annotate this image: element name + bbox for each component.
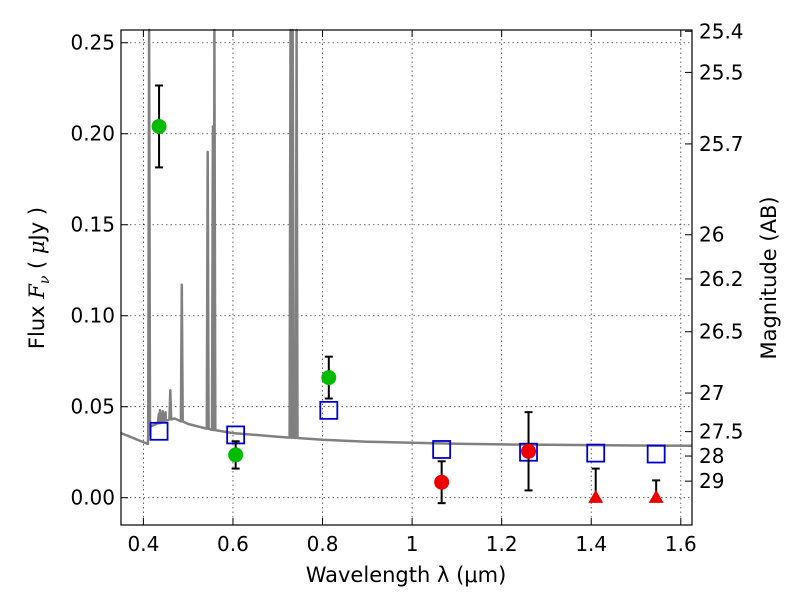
upper-limit-point xyxy=(648,489,664,503)
y-tick-label: 0.05 xyxy=(70,395,115,419)
data-point xyxy=(151,118,167,134)
right-tick-label: 25.7 xyxy=(699,132,744,156)
x-tick-label: 1.6 xyxy=(665,532,697,556)
x-axis-label: Wavelength λ (μm) xyxy=(306,563,507,587)
right-tick-label: 25.4 xyxy=(699,19,744,43)
x-tick-label: 1 xyxy=(406,532,419,556)
right-tick-label: 26.5 xyxy=(699,320,744,344)
right-tick-label: 26.2 xyxy=(699,267,744,291)
y-tick-label: 0.25 xyxy=(70,31,115,55)
right-tick-label: 27.5 xyxy=(699,420,744,444)
model-point xyxy=(319,400,339,420)
right-axis-label: Magnitude (AB) xyxy=(757,196,781,359)
x-tick-label: 1.2 xyxy=(486,532,518,556)
upper-limit-point xyxy=(588,489,604,503)
y-tick-label: 0.00 xyxy=(70,486,115,510)
model-point xyxy=(646,444,666,464)
data-point xyxy=(434,474,450,490)
y-axis-label: Flux Fν ( μJy ) xyxy=(25,207,53,349)
model-point xyxy=(149,421,169,441)
x-tick-label: 0.4 xyxy=(127,532,159,556)
right-tick-label: 28 xyxy=(699,444,724,468)
y-tick-label: 0.10 xyxy=(70,304,115,328)
model-point xyxy=(586,443,606,463)
data-point xyxy=(321,370,337,386)
y-tick-label: 0.15 xyxy=(70,213,115,237)
right-tick-label: 29 xyxy=(699,469,724,493)
plot-frame xyxy=(120,29,693,526)
x-tick-label: 1.4 xyxy=(575,532,607,556)
axis-ticks: 0.4 0.6 0.8 1 1.2 1.4 1.6 0.00 0.05 0.10 0.15 0.20 0… xyxy=(70,19,743,556)
right-tick-label: 27 xyxy=(699,381,724,405)
data-points xyxy=(149,84,666,505)
y-tick-label: 0.20 xyxy=(70,122,115,146)
x-tick-label: 0.6 xyxy=(217,532,249,556)
model-point xyxy=(432,440,452,459)
data-point xyxy=(228,447,244,463)
x-tick-label: 0.8 xyxy=(307,532,339,556)
right-tick-label: 26 xyxy=(699,223,724,247)
model-spectrum xyxy=(120,28,693,448)
right-tick-label: 25.5 xyxy=(699,60,744,84)
data-point xyxy=(521,443,537,459)
spectrum-line xyxy=(120,28,693,448)
